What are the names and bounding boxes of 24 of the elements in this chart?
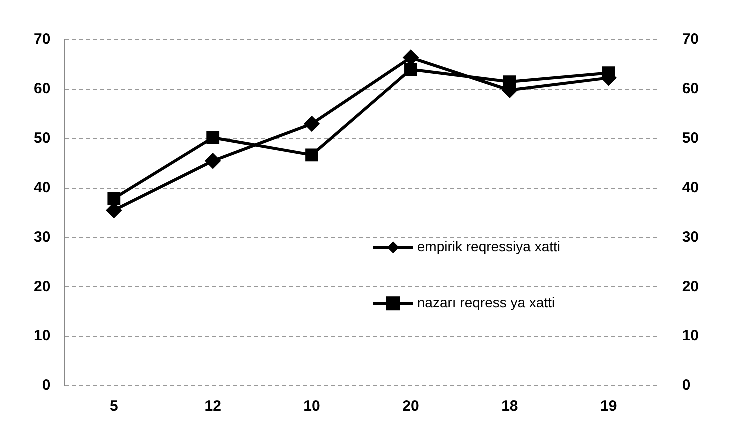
y-tick-label: 50 xyxy=(34,130,51,147)
y2-tick-label: 20 xyxy=(682,278,700,296)
legend-label: nazarı reqress ya xatti xyxy=(417,294,556,310)
x-tick-label: 19 xyxy=(600,398,618,416)
y-tick-label: 0 xyxy=(42,377,51,394)
legend-label: empirik reqressiya xatti xyxy=(417,238,561,254)
y2-tick-label: 10 xyxy=(682,328,700,345)
y-tick-label: 70 xyxy=(34,31,51,48)
y-tick-label: 20 xyxy=(34,278,51,296)
x-tick-label: 18 xyxy=(502,398,518,416)
y2-tick-label: 50 xyxy=(682,130,700,147)
y-tick-label: 40 xyxy=(34,179,51,196)
y2-tick-label: 0 xyxy=(682,377,691,394)
x-tick-label: 5 xyxy=(110,398,118,416)
y-tick-label: 60 xyxy=(34,80,51,98)
x-tick-label: 10 xyxy=(304,398,320,416)
y2-tick-label: 40 xyxy=(682,179,700,196)
y-tick-label: 10 xyxy=(34,328,51,345)
y2-tick-label: 30 xyxy=(682,228,700,246)
y-tick-label: 30 xyxy=(34,228,51,246)
y2-tick-label: 70 xyxy=(682,31,700,48)
x-tick-label: 20 xyxy=(402,398,420,416)
y2-tick-label: 60 xyxy=(682,80,700,98)
x-tick-label: 12 xyxy=(204,398,222,416)
